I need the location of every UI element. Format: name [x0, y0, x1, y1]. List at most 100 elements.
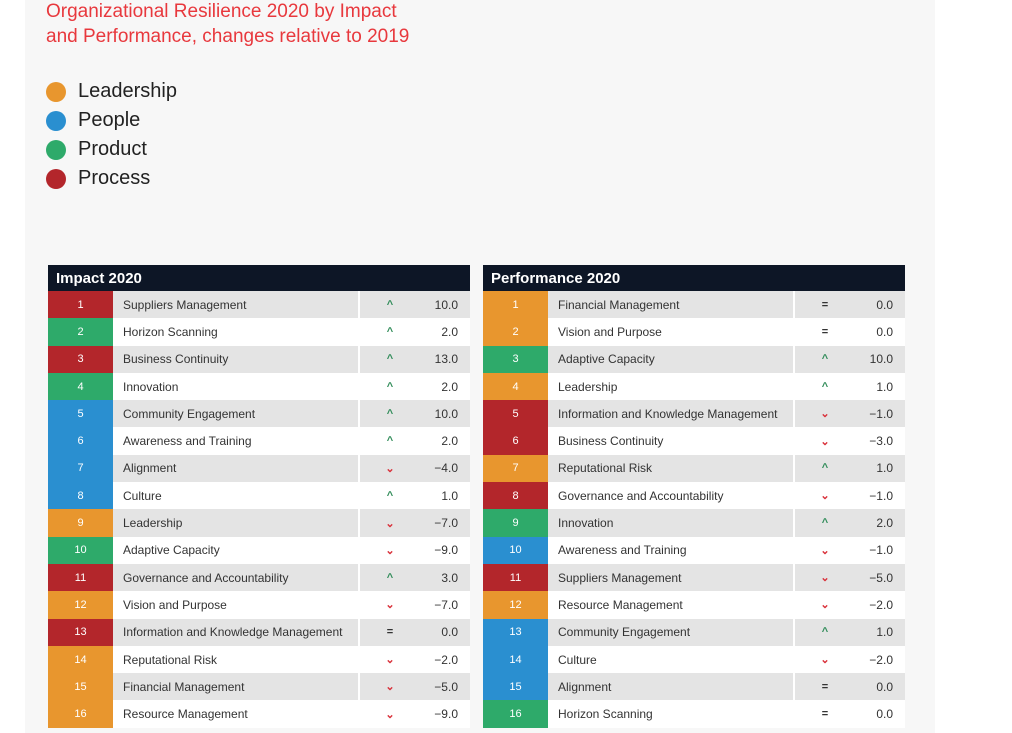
arrow-up-icon: ^	[821, 517, 829, 530]
item-name: Alignment	[113, 454, 360, 483]
table-row: 7 Reputational Risk ^ 1.0	[483, 454, 905, 483]
legend-dot-icon	[46, 168, 66, 189]
arrow-down-icon: ⌄	[820, 490, 830, 503]
change-value: 0.0	[876, 707, 893, 722]
change-value: 10.0	[434, 297, 458, 312]
item-name: Awareness and Training	[113, 427, 360, 455]
rank-cell: 2	[48, 318, 113, 346]
rank-cell: 6	[48, 427, 113, 455]
item-name: Adaptive Capacity	[548, 345, 795, 373]
legend-label: Process	[78, 167, 151, 189]
table-row: 5 Information and Knowledge Management ⌄…	[483, 400, 905, 428]
rank-cell: 9	[483, 509, 548, 537]
rank-cell: 8	[48, 482, 113, 510]
equal-icon: =	[821, 680, 829, 693]
legend-dot-icon	[46, 81, 66, 102]
rank-cell: 5	[48, 400, 113, 428]
rank-cell: 12	[483, 591, 548, 619]
table-row: 11 Governance and Accountability ^ 3.0	[48, 563, 470, 592]
rank-cell: 14	[483, 645, 548, 674]
change-value: 0.0	[441, 625, 458, 640]
arrow-up-icon: ^	[821, 353, 829, 366]
table-row: 3 Business Continuity ^ 13.0	[48, 345, 470, 373]
item-name: Leadership	[548, 372, 795, 401]
title-line-2: and Performance, changes relative to 201…	[46, 26, 410, 47]
item-name: Culture	[113, 482, 360, 510]
legend-label: Product	[78, 138, 147, 160]
change-value: 0.0	[876, 297, 893, 312]
change-value: 3.0	[441, 570, 458, 585]
item-name: Community Engagement	[113, 400, 360, 428]
equal-icon: =	[386, 626, 394, 639]
rank-cell: 5	[483, 400, 548, 428]
arrow-up-icon: ^	[386, 407, 394, 420]
table-row: 10 Awareness and Training ⌄ −1.0	[483, 536, 905, 564]
table-row: 1 Financial Management = 0.0	[483, 291, 905, 319]
arrow-down-icon: ⌄	[385, 654, 395, 666]
item-name: Governance and Accountability	[113, 563, 360, 592]
arrow-up-icon: ^	[386, 298, 394, 311]
arrow-up-icon: ^	[821, 380, 829, 393]
item-name: Vision and Purpose	[548, 318, 795, 346]
arrow-down-icon: ⌄	[820, 572, 830, 585]
rank-cell: 10	[48, 536, 113, 564]
change-value: −1.0	[869, 543, 893, 558]
item-name: Business Continuity	[113, 345, 360, 373]
legend-label: People	[78, 109, 141, 131]
arrow-down-icon: ⌄	[385, 544, 395, 557]
arrow-down-icon: ⌄	[820, 408, 830, 421]
rank-cell: 16	[48, 700, 113, 728]
arrow-down-icon: ⌄	[385, 599, 395, 612]
table-row: 13 Information and Knowledge Management …	[48, 618, 470, 646]
arrow-up-icon: ^	[386, 571, 394, 584]
rank-cell: 15	[48, 673, 113, 701]
arrow-up-icon: ^	[386, 325, 394, 338]
item-name: Alignment	[548, 673, 795, 701]
change-value: 1.0	[876, 379, 893, 394]
legend-item-people: People	[46, 106, 177, 135]
change-value: 1.0	[876, 461, 893, 476]
table-row: 6 Awareness and Training ^ 2.0	[48, 427, 470, 455]
item-name: Horizon Scanning	[113, 318, 360, 346]
arrow-down-icon: ⌄	[820, 435, 830, 448]
title-line-1: Organizational Resilience 2020 by Impact	[46, 1, 397, 22]
rank-cell: 13	[483, 618, 548, 646]
item-name: Resource Management	[113, 700, 360, 728]
rank-cell: 10	[483, 536, 548, 564]
change-value: −2.0	[869, 597, 893, 612]
rank-cell: 1	[483, 291, 548, 319]
legend-item-leadership: Leadership	[46, 77, 177, 106]
change-value: 2.0	[441, 379, 458, 394]
rank-cell: 16	[483, 700, 548, 728]
item-name: Culture	[548, 645, 795, 674]
impact-table: Impact 2020 1 Suppliers Management ^ 10.0…	[48, 265, 470, 728]
table-row: 4 Leadership ^ 1.0	[483, 372, 905, 401]
arrow-down-icon: ⌄	[385, 517, 395, 530]
item-name: Vision and Purpose	[113, 591, 360, 619]
item-name: Reputational Risk	[548, 454, 795, 483]
table-row: 16 Horizon Scanning = 0.0	[483, 700, 905, 728]
table-header: Performance 2020	[483, 265, 905, 291]
table-row: 3 Adaptive Capacity ^ 10.0	[483, 345, 905, 373]
table-row: 13 Community Engagement ^ 1.0	[483, 618, 905, 646]
item-name: Governance and Accountability	[548, 482, 795, 510]
item-name: Leadership	[113, 509, 360, 537]
table-row: 6 Business Continuity ⌄ −3.0	[483, 427, 905, 455]
table-row: 7 Alignment ⌄ −4.0	[48, 454, 470, 483]
arrow-down-icon: ⌄	[820, 599, 830, 612]
rank-cell: 14	[48, 645, 113, 674]
equal-icon: =	[821, 325, 829, 338]
rank-cell: 11	[48, 563, 113, 592]
table-row: 8 Governance and Accountability ⌄ −1.0	[483, 482, 905, 510]
arrow-up-icon: ^	[386, 435, 394, 448]
item-name: Community Engagement	[548, 618, 795, 646]
rank-cell: 9	[48, 509, 113, 537]
change-value: −1.0	[869, 406, 893, 421]
table-row: 10 Adaptive Capacity ⌄ −9.0	[48, 536, 470, 564]
arrow-up-icon: ^	[386, 489, 394, 502]
rank-cell: 1	[48, 291, 113, 319]
arrow-up-icon: ^	[386, 380, 394, 393]
item-name: Financial Management	[113, 673, 360, 701]
table-row: 8 Culture ^ 1.0	[48, 482, 470, 510]
arrow-down-icon: ⌄	[820, 654, 830, 666]
